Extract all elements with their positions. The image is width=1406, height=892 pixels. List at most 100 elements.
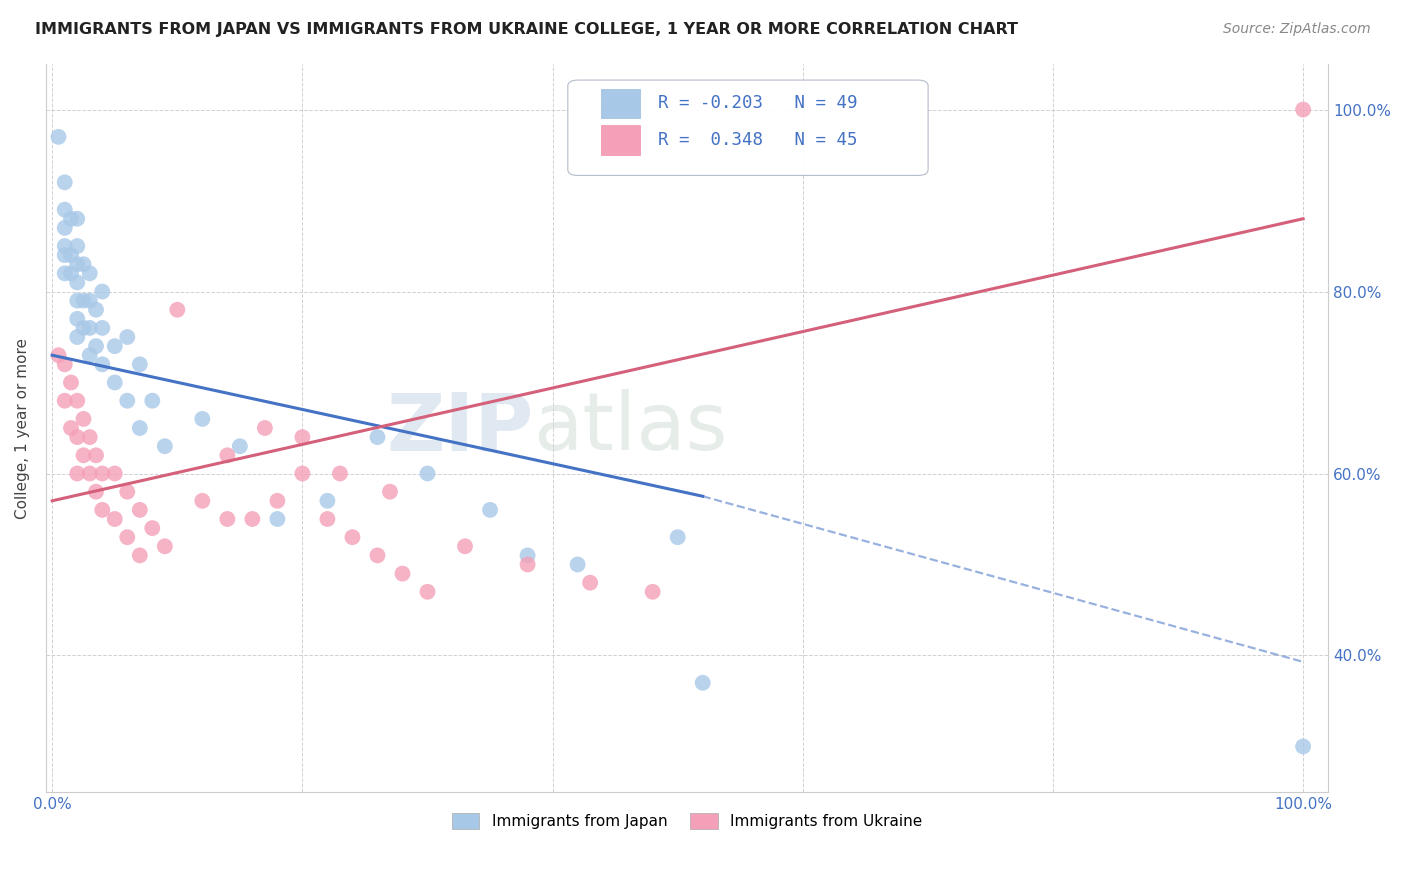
Point bbox=[66, 430, 89, 444]
Point bbox=[454, 539, 477, 553]
Y-axis label: College, 1 year or more: College, 1 year or more bbox=[15, 337, 30, 518]
Point bbox=[416, 584, 439, 599]
Point bbox=[53, 393, 76, 408]
Point bbox=[153, 539, 176, 553]
Point bbox=[316, 512, 339, 526]
Point bbox=[53, 239, 76, 253]
Legend: Immigrants from Japan, Immigrants from Ukraine: Immigrants from Japan, Immigrants from U… bbox=[446, 807, 928, 835]
Point bbox=[66, 393, 89, 408]
Point bbox=[84, 484, 107, 499]
Point bbox=[416, 467, 439, 481]
Point bbox=[72, 448, 94, 462]
Point bbox=[91, 357, 114, 371]
Point bbox=[79, 266, 101, 280]
Point bbox=[79, 293, 101, 308]
Point bbox=[104, 339, 127, 353]
Text: R = -0.203   N = 49: R = -0.203 N = 49 bbox=[658, 95, 858, 112]
Point bbox=[59, 248, 82, 262]
Point bbox=[366, 549, 388, 563]
Point bbox=[84, 302, 107, 317]
Point bbox=[479, 503, 502, 517]
Point bbox=[66, 311, 89, 326]
Point bbox=[117, 530, 139, 544]
Point bbox=[91, 321, 114, 335]
Point bbox=[342, 530, 364, 544]
Point bbox=[191, 493, 214, 508]
Point bbox=[378, 484, 401, 499]
Point bbox=[692, 675, 714, 690]
Point bbox=[84, 339, 107, 353]
Point bbox=[53, 266, 76, 280]
Point bbox=[59, 421, 82, 435]
Point bbox=[66, 293, 89, 308]
Point bbox=[79, 348, 101, 362]
Point bbox=[66, 257, 89, 271]
Point bbox=[666, 530, 689, 544]
Point bbox=[128, 503, 150, 517]
Text: IMMIGRANTS FROM JAPAN VS IMMIGRANTS FROM UKRAINE COLLEGE, 1 YEAR OR MORE CORRELA: IMMIGRANTS FROM JAPAN VS IMMIGRANTS FROM… bbox=[35, 22, 1018, 37]
Point bbox=[641, 584, 664, 599]
Point bbox=[316, 493, 339, 508]
Point bbox=[53, 175, 76, 189]
Point bbox=[59, 376, 82, 390]
Point bbox=[217, 448, 239, 462]
Point bbox=[104, 512, 127, 526]
Point bbox=[72, 412, 94, 426]
Point bbox=[53, 248, 76, 262]
Point bbox=[128, 357, 150, 371]
Point bbox=[240, 512, 263, 526]
Point bbox=[153, 439, 176, 453]
Text: Source: ZipAtlas.com: Source: ZipAtlas.com bbox=[1223, 22, 1371, 37]
Point bbox=[329, 467, 352, 481]
Point bbox=[516, 558, 538, 572]
Point bbox=[141, 521, 163, 535]
Point bbox=[291, 430, 314, 444]
Point bbox=[166, 302, 188, 317]
Point bbox=[53, 202, 76, 217]
Point bbox=[391, 566, 413, 581]
Point bbox=[59, 266, 82, 280]
Point bbox=[59, 211, 82, 226]
Point bbox=[253, 421, 276, 435]
Point bbox=[104, 376, 127, 390]
FancyBboxPatch shape bbox=[602, 126, 640, 154]
Point bbox=[117, 484, 139, 499]
Point bbox=[1292, 739, 1315, 754]
Point bbox=[191, 412, 214, 426]
Point bbox=[53, 357, 76, 371]
Point bbox=[217, 512, 239, 526]
Point bbox=[72, 321, 94, 335]
Point bbox=[366, 430, 388, 444]
FancyBboxPatch shape bbox=[568, 80, 928, 176]
Point bbox=[291, 467, 314, 481]
Point bbox=[53, 220, 76, 235]
Point bbox=[1292, 103, 1315, 117]
Point bbox=[567, 558, 589, 572]
Point bbox=[79, 430, 101, 444]
Point bbox=[48, 129, 70, 144]
Point bbox=[48, 348, 70, 362]
Point bbox=[266, 512, 288, 526]
Point bbox=[66, 467, 89, 481]
Text: atlas: atlas bbox=[533, 389, 727, 467]
Point bbox=[128, 549, 150, 563]
Text: R =  0.348   N = 45: R = 0.348 N = 45 bbox=[658, 131, 858, 149]
Point bbox=[579, 575, 602, 590]
Point bbox=[91, 503, 114, 517]
Point bbox=[91, 467, 114, 481]
FancyBboxPatch shape bbox=[602, 88, 640, 118]
Point bbox=[79, 467, 101, 481]
Point bbox=[79, 321, 101, 335]
Point bbox=[72, 257, 94, 271]
Point bbox=[84, 448, 107, 462]
Point bbox=[117, 393, 139, 408]
Point bbox=[91, 285, 114, 299]
Point bbox=[266, 493, 288, 508]
Point bbox=[66, 239, 89, 253]
Point bbox=[128, 421, 150, 435]
Point bbox=[66, 330, 89, 344]
Point bbox=[117, 330, 139, 344]
Point bbox=[141, 393, 163, 408]
Point bbox=[66, 211, 89, 226]
Point bbox=[516, 549, 538, 563]
